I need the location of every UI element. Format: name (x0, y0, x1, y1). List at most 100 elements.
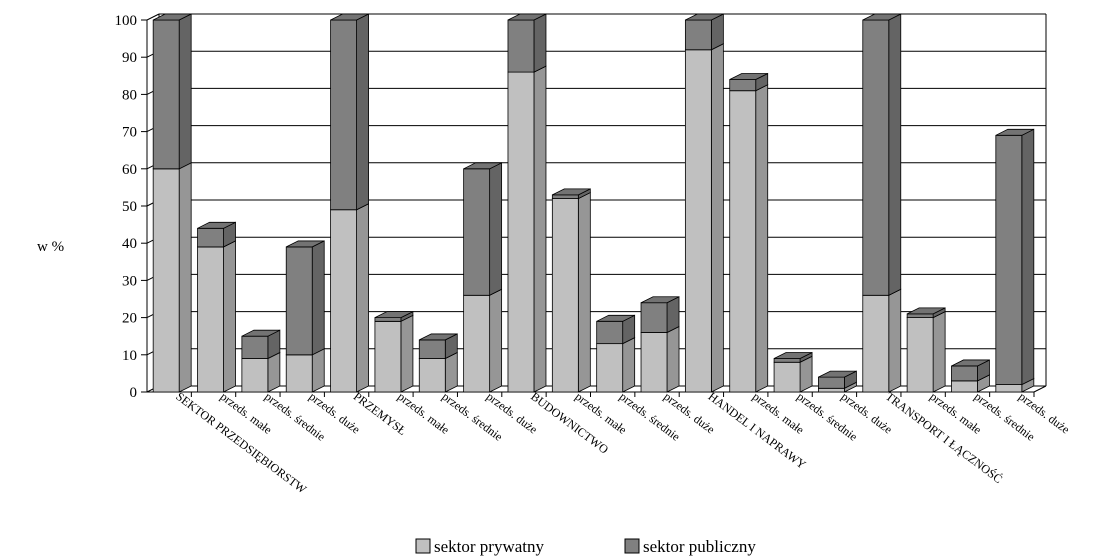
bar-segment-public (596, 314, 636, 345)
bar-front (241, 358, 269, 393)
bar-segment-private (862, 288, 902, 393)
legend-label-private: sektor prywatny (434, 537, 545, 556)
bar-segment-private (729, 84, 769, 393)
bar-front (951, 380, 978, 393)
bar-segment-private (596, 336, 636, 393)
bar-top (197, 221, 236, 229)
bar-top (152, 13, 192, 21)
bar-side (666, 325, 680, 393)
bar-side (267, 351, 281, 393)
bar-segment-public (818, 370, 857, 389)
floor-right (1033, 385, 1047, 393)
bar-front (596, 320, 624, 345)
bar-side (755, 84, 769, 393)
y-axis-label: w % (37, 239, 64, 255)
bar-front (596, 343, 624, 393)
bar-segment-public (285, 240, 325, 356)
bar-top (596, 314, 635, 322)
bar-side (533, 65, 547, 393)
y-tick-label: 70 (122, 125, 137, 141)
bar-segment-public (507, 13, 547, 73)
bar-front (773, 358, 801, 363)
bar-side (489, 162, 503, 296)
bar-front (463, 168, 491, 296)
y-tick-label: 80 (122, 87, 137, 103)
bar-side (932, 310, 946, 393)
bar-top (773, 352, 813, 359)
y-tick-label: 10 (122, 348, 137, 364)
bar-segment-public (330, 13, 369, 211)
y-tick-label: 90 (122, 50, 137, 66)
bar-front (197, 227, 224, 248)
bar-segment-public (374, 310, 414, 322)
bar-front (729, 90, 757, 393)
bar-front (551, 194, 579, 199)
y-tick-label: 50 (122, 199, 137, 215)
bar-front (152, 19, 180, 170)
bar-front (640, 302, 668, 333)
bar-front (374, 320, 402, 393)
bar-top (241, 329, 281, 337)
bar-front (818, 376, 845, 389)
legend-swatch-public (624, 538, 640, 554)
bar-segment-public (463, 162, 503, 296)
bar-front (507, 19, 535, 73)
bar-side (577, 191, 591, 393)
bar-segment-public (995, 128, 1035, 386)
bar-segment-private (640, 325, 680, 393)
bar-top (286, 240, 325, 248)
y-tick-label: 60 (122, 162, 137, 178)
bar-front (951, 365, 978, 382)
bar-segment-public (951, 359, 990, 382)
bar-top (818, 370, 857, 378)
bar-top (729, 73, 768, 80)
bar-front (729, 79, 757, 92)
bar-top (419, 333, 458, 341)
bar-front (906, 313, 934, 319)
y-tick-label: 40 (122, 236, 137, 252)
bar-segment-private (463, 288, 503, 393)
bar-side (311, 240, 325, 356)
legend: sektor prywatny sektor publiczny (415, 537, 756, 556)
bar-top (995, 128, 1035, 136)
bar-top (507, 13, 547, 21)
y-tick-label: 100 (115, 13, 138, 29)
bar-segment-public (418, 333, 458, 360)
bar-front (684, 19, 712, 51)
bar-segment-private (374, 314, 414, 393)
bar-side (400, 314, 414, 393)
bar-front (995, 384, 1023, 393)
bar-top (330, 13, 369, 21)
bar-side (489, 288, 503, 393)
bar-side (888, 288, 902, 393)
bar-front (152, 168, 180, 393)
bar-segment-public (152, 13, 192, 170)
bar-segment-private (906, 310, 946, 393)
bar-top (685, 13, 724, 21)
bar-side (178, 162, 192, 393)
y-tick-label: 30 (122, 273, 137, 289)
bar-side (533, 13, 547, 73)
bar-side (356, 13, 369, 211)
bar-front (285, 246, 313, 356)
bar-segment-public (640, 296, 680, 334)
bar-side (622, 336, 636, 393)
bar-top (463, 162, 502, 170)
bar-front (418, 358, 446, 393)
bar-front (330, 209, 357, 393)
bar-front (285, 354, 313, 393)
bar-front (374, 317, 402, 322)
bar-front (773, 361, 801, 393)
category-label: BUDOWNICTWO (528, 389, 611, 457)
bar-segment-public (862, 13, 902, 296)
bar-side (223, 240, 236, 393)
bar-segment-private (330, 203, 369, 393)
bar-front (507, 71, 535, 393)
bar-front (241, 335, 269, 359)
bar-top (906, 307, 946, 315)
bar-segment-public (906, 307, 946, 319)
bar-top (552, 188, 591, 196)
bar-side (888, 13, 902, 296)
